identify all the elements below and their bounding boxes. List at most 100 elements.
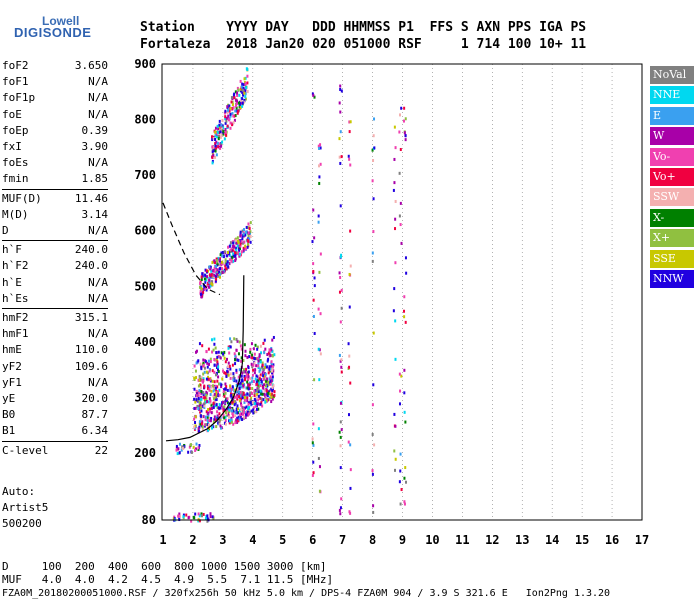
echo-point bbox=[213, 380, 216, 384]
echo-point bbox=[240, 397, 243, 401]
echo-point bbox=[208, 265, 211, 269]
echo-point bbox=[226, 398, 229, 402]
echo-point bbox=[246, 90, 249, 94]
echo-point bbox=[225, 411, 228, 415]
echo-point bbox=[208, 388, 211, 392]
echo-point bbox=[188, 445, 191, 449]
echo-point bbox=[231, 106, 234, 110]
echo-point bbox=[209, 399, 212, 403]
x-tick-label: 13 bbox=[515, 533, 529, 547]
echo-point bbox=[198, 401, 201, 405]
x-tick-label: 14 bbox=[545, 533, 559, 547]
echo-point bbox=[403, 502, 406, 506]
echo-point bbox=[266, 359, 269, 363]
echo-point bbox=[242, 248, 245, 252]
x-tick-label: 7 bbox=[339, 533, 346, 547]
echo-point bbox=[204, 278, 207, 282]
echo-point bbox=[221, 262, 224, 266]
legend-item-ssw: SSW bbox=[650, 188, 694, 207]
echo-point bbox=[257, 398, 260, 402]
echo-point bbox=[313, 95, 316, 99]
echo-point bbox=[270, 400, 273, 404]
echo-point bbox=[317, 144, 320, 148]
echo-point bbox=[371, 259, 374, 263]
echo-point bbox=[273, 353, 276, 357]
echo-point bbox=[238, 368, 241, 372]
echo-point bbox=[223, 421, 226, 425]
echo-point bbox=[242, 411, 245, 415]
echo-point bbox=[230, 416, 233, 420]
echo-point bbox=[255, 379, 258, 383]
echo-point bbox=[247, 234, 250, 238]
echo-point bbox=[229, 372, 232, 376]
echo-point bbox=[194, 447, 197, 451]
echo-point bbox=[403, 309, 406, 313]
echo-point bbox=[238, 247, 241, 251]
echo-point bbox=[232, 241, 235, 245]
echo-point bbox=[238, 384, 241, 388]
echo-point bbox=[218, 393, 221, 397]
echo-point bbox=[256, 392, 259, 396]
echo-point bbox=[219, 424, 222, 428]
echo-point bbox=[199, 417, 202, 421]
echo-point bbox=[254, 399, 257, 403]
echo-point bbox=[206, 386, 209, 390]
echo-point bbox=[318, 348, 321, 352]
echo-point bbox=[229, 419, 232, 423]
param-value: 240.0 bbox=[74, 243, 108, 257]
param-row: M(D) 3.14 bbox=[2, 207, 108, 223]
echo-point bbox=[205, 269, 208, 273]
echo-point bbox=[372, 504, 375, 508]
echo-point bbox=[394, 146, 397, 150]
echo-point bbox=[253, 352, 256, 356]
echo-point bbox=[240, 385, 243, 389]
echo-point bbox=[229, 248, 232, 252]
echo-point bbox=[227, 108, 230, 112]
echo-point bbox=[197, 398, 200, 402]
echo-point bbox=[217, 134, 220, 138]
echo-point bbox=[258, 354, 261, 358]
param-row: hmF1 N/A bbox=[2, 326, 108, 342]
echo-point bbox=[313, 276, 316, 280]
echo-point bbox=[232, 114, 235, 118]
echo-point bbox=[209, 357, 212, 361]
header-values: Fortaleza 2018 Jan20 020 051000 RSF 1 71… bbox=[140, 37, 587, 52]
echo-point bbox=[230, 96, 233, 100]
echo-point bbox=[197, 384, 200, 388]
echo-point bbox=[238, 399, 241, 403]
echo-point bbox=[248, 412, 251, 416]
echo-point bbox=[252, 406, 255, 410]
echo-point bbox=[224, 264, 227, 268]
echo-point bbox=[404, 320, 407, 324]
echo-point bbox=[213, 363, 216, 367]
echo-point bbox=[340, 497, 343, 501]
echo-point bbox=[212, 515, 215, 519]
echo-point bbox=[195, 376, 198, 380]
echo-point bbox=[398, 402, 401, 406]
echo-point bbox=[190, 450, 193, 454]
echo-point bbox=[246, 81, 249, 85]
echo-point bbox=[339, 275, 342, 279]
echo-point bbox=[265, 399, 268, 403]
echo-point bbox=[251, 356, 254, 360]
echo-point bbox=[196, 392, 199, 396]
param-value: 11.46 bbox=[74, 191, 108, 205]
echo-point bbox=[244, 416, 247, 420]
echo-point bbox=[235, 237, 238, 241]
echo-point bbox=[338, 508, 341, 512]
echo-point bbox=[404, 117, 407, 121]
y-tick-labels: 80 200 300 400 500 600 700 800 900 bbox=[134, 57, 156, 527]
echo-point bbox=[214, 134, 217, 138]
echo-point bbox=[318, 465, 321, 469]
echo-point bbox=[237, 352, 240, 356]
echo-point bbox=[256, 345, 259, 349]
param-value: N/A bbox=[88, 156, 108, 170]
echo-point bbox=[257, 362, 260, 366]
echo-point bbox=[241, 391, 244, 395]
echo-point bbox=[234, 358, 237, 362]
echo-point bbox=[245, 86, 248, 90]
footer-file-row: FZA0M_20180200051000.RSF / 320fx256h 50 … bbox=[2, 588, 611, 599]
echo-point bbox=[312, 93, 315, 97]
echo-point bbox=[253, 393, 256, 397]
echo-point bbox=[185, 513, 188, 517]
